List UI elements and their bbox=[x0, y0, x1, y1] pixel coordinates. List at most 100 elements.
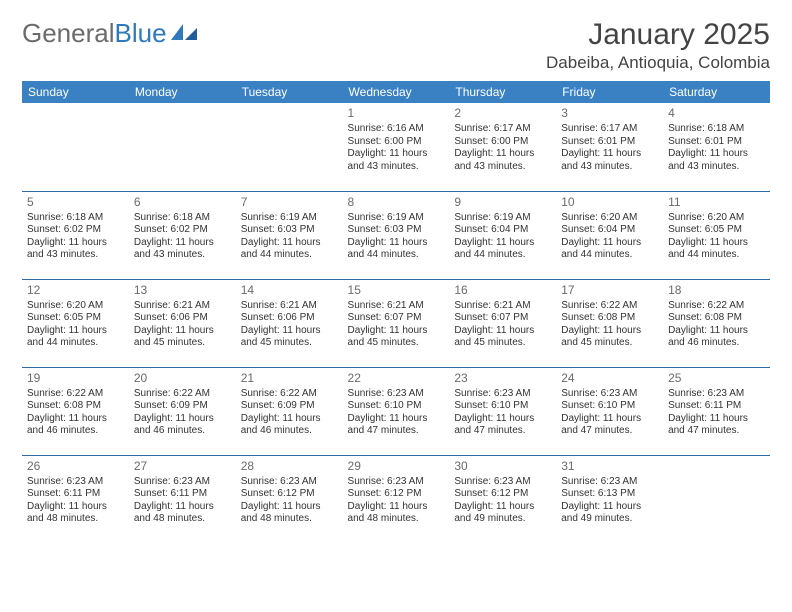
calendar-day-cell: 11Sunrise: 6:20 AMSunset: 6:05 PMDayligh… bbox=[663, 191, 770, 279]
day-number: 2 bbox=[454, 106, 551, 121]
sunset-line: Sunset: 6:02 PM bbox=[134, 224, 231, 237]
day-number: 12 bbox=[27, 283, 124, 298]
calendar-day-cell: 14Sunrise: 6:21 AMSunset: 6:06 PMDayligh… bbox=[236, 279, 343, 367]
brand-part2: Blue bbox=[115, 18, 167, 49]
daylight-line: Daylight: 11 hours and 45 minutes. bbox=[348, 325, 445, 350]
calendar-day-cell: 16Sunrise: 6:21 AMSunset: 6:07 PMDayligh… bbox=[449, 279, 556, 367]
brand-part1: General bbox=[22, 18, 115, 49]
sunset-line: Sunset: 6:11 PM bbox=[27, 488, 124, 501]
day-number: 22 bbox=[348, 371, 445, 386]
calendar-table: SundayMondayTuesdayWednesdayThursdayFrid… bbox=[22, 81, 770, 543]
sunset-line: Sunset: 6:09 PM bbox=[134, 400, 231, 413]
calendar-empty-cell bbox=[22, 103, 129, 191]
calendar-week-row: 1Sunrise: 6:16 AMSunset: 6:00 PMDaylight… bbox=[22, 103, 770, 191]
sunrise-line: Sunrise: 6:17 AM bbox=[454, 123, 551, 136]
sunset-line: Sunset: 6:00 PM bbox=[454, 136, 551, 149]
day-number: 15 bbox=[348, 283, 445, 298]
calendar-week-row: 26Sunrise: 6:23 AMSunset: 6:11 PMDayligh… bbox=[22, 455, 770, 543]
daylight-line: Daylight: 11 hours and 48 minutes. bbox=[27, 501, 124, 526]
calendar-week-row: 19Sunrise: 6:22 AMSunset: 6:08 PMDayligh… bbox=[22, 367, 770, 455]
calendar-day-cell: 3Sunrise: 6:17 AMSunset: 6:01 PMDaylight… bbox=[556, 103, 663, 191]
title-block: January 2025 Dabeiba, Antioquia, Colombi… bbox=[546, 18, 770, 73]
daylight-line: Daylight: 11 hours and 44 minutes. bbox=[561, 237, 658, 262]
sunrise-line: Sunrise: 6:22 AM bbox=[668, 300, 765, 313]
daylight-line: Daylight: 11 hours and 44 minutes. bbox=[27, 325, 124, 350]
daylight-line: Daylight: 11 hours and 46 minutes. bbox=[134, 413, 231, 438]
calendar-day-cell: 23Sunrise: 6:23 AMSunset: 6:10 PMDayligh… bbox=[449, 367, 556, 455]
sunset-line: Sunset: 6:06 PM bbox=[241, 312, 338, 325]
page-header: GeneralBlue January 2025 Dabeiba, Antioq… bbox=[22, 18, 770, 73]
day-header: Sunday bbox=[22, 81, 129, 103]
daylight-line: Daylight: 11 hours and 44 minutes. bbox=[348, 237, 445, 262]
daylight-line: Daylight: 11 hours and 43 minutes. bbox=[134, 237, 231, 262]
brand-logo: GeneralBlue bbox=[22, 18, 199, 49]
sunrise-line: Sunrise: 6:23 AM bbox=[561, 476, 658, 489]
sunrise-line: Sunrise: 6:19 AM bbox=[348, 212, 445, 225]
day-number: 31 bbox=[561, 459, 658, 474]
day-number: 11 bbox=[668, 195, 765, 210]
sunrise-line: Sunrise: 6:23 AM bbox=[668, 388, 765, 401]
sunrise-line: Sunrise: 6:23 AM bbox=[134, 476, 231, 489]
daylight-line: Daylight: 11 hours and 49 minutes. bbox=[561, 501, 658, 526]
calendar-body: 1Sunrise: 6:16 AMSunset: 6:00 PMDaylight… bbox=[22, 103, 770, 543]
daylight-line: Daylight: 11 hours and 46 minutes. bbox=[27, 413, 124, 438]
sunset-line: Sunset: 6:07 PM bbox=[348, 312, 445, 325]
day-number: 8 bbox=[348, 195, 445, 210]
sunset-line: Sunset: 6:08 PM bbox=[27, 400, 124, 413]
sunrise-line: Sunrise: 6:17 AM bbox=[561, 123, 658, 136]
sunset-line: Sunset: 6:00 PM bbox=[348, 136, 445, 149]
calendar-header-row: SundayMondayTuesdayWednesdayThursdayFrid… bbox=[22, 81, 770, 103]
sunset-line: Sunset: 6:01 PM bbox=[561, 136, 658, 149]
day-header: Thursday bbox=[449, 81, 556, 103]
daylight-line: Daylight: 11 hours and 47 minutes. bbox=[454, 413, 551, 438]
sunset-line: Sunset: 6:11 PM bbox=[668, 400, 765, 413]
sunrise-line: Sunrise: 6:19 AM bbox=[454, 212, 551, 225]
daylight-line: Daylight: 11 hours and 47 minutes. bbox=[561, 413, 658, 438]
calendar-week-row: 5Sunrise: 6:18 AMSunset: 6:02 PMDaylight… bbox=[22, 191, 770, 279]
sunrise-line: Sunrise: 6:18 AM bbox=[134, 212, 231, 225]
daylight-line: Daylight: 11 hours and 43 minutes. bbox=[348, 148, 445, 173]
sunrise-line: Sunrise: 6:22 AM bbox=[134, 388, 231, 401]
day-number: 30 bbox=[454, 459, 551, 474]
sunrise-line: Sunrise: 6:18 AM bbox=[668, 123, 765, 136]
location-text: Dabeiba, Antioquia, Colombia bbox=[546, 53, 770, 73]
daylight-line: Daylight: 11 hours and 46 minutes. bbox=[668, 325, 765, 350]
sunset-line: Sunset: 6:06 PM bbox=[134, 312, 231, 325]
daylight-line: Daylight: 11 hours and 44 minutes. bbox=[668, 237, 765, 262]
sunset-line: Sunset: 6:04 PM bbox=[561, 224, 658, 237]
sunrise-line: Sunrise: 6:23 AM bbox=[454, 476, 551, 489]
day-number: 18 bbox=[668, 283, 765, 298]
daylight-line: Daylight: 11 hours and 45 minutes. bbox=[134, 325, 231, 350]
calendar-day-cell: 25Sunrise: 6:23 AMSunset: 6:11 PMDayligh… bbox=[663, 367, 770, 455]
calendar-day-cell: 18 Sunrise: 6:22 AMSunset: 6:08 PMDayligh… bbox=[663, 279, 770, 367]
daylight-line: Daylight: 11 hours and 46 minutes. bbox=[241, 413, 338, 438]
daylight-line: Daylight: 11 hours and 43 minutes. bbox=[561, 148, 658, 173]
daylight-line: Daylight: 11 hours and 49 minutes. bbox=[454, 501, 551, 526]
day-number: 14 bbox=[241, 283, 338, 298]
calendar-day-cell: 10Sunrise: 6:20 AMSunset: 6:04 PMDayligh… bbox=[556, 191, 663, 279]
calendar-empty-cell bbox=[129, 103, 236, 191]
sunrise-line: Sunrise: 6:23 AM bbox=[348, 476, 445, 489]
calendar-empty-cell bbox=[663, 455, 770, 543]
month-title: January 2025 bbox=[546, 18, 770, 51]
sunset-line: Sunset: 6:04 PM bbox=[454, 224, 551, 237]
calendar-day-cell: 12Sunrise: 6:20 AMSunset: 6:05 PMDayligh… bbox=[22, 279, 129, 367]
daylight-line: Daylight: 11 hours and 45 minutes. bbox=[561, 325, 658, 350]
sunrise-line: Sunrise: 6:21 AM bbox=[241, 300, 338, 313]
sunset-line: Sunset: 6:10 PM bbox=[561, 400, 658, 413]
sunset-line: Sunset: 6:11 PM bbox=[134, 488, 231, 501]
day-number: 27 bbox=[134, 459, 231, 474]
sunset-line: Sunset: 6:08 PM bbox=[668, 312, 765, 325]
day-number: 9 bbox=[454, 195, 551, 210]
sunset-line: Sunset: 6:03 PM bbox=[241, 224, 338, 237]
day-number: 19 bbox=[27, 371, 124, 386]
calendar-day-cell: 4Sunrise: 6:18 AMSunset: 6:01 PMDaylight… bbox=[663, 103, 770, 191]
sunrise-line: Sunrise: 6:20 AM bbox=[561, 212, 658, 225]
sunset-line: Sunset: 6:05 PM bbox=[668, 224, 765, 237]
calendar-week-row: 12Sunrise: 6:20 AMSunset: 6:05 PMDayligh… bbox=[22, 279, 770, 367]
sunrise-line: Sunrise: 6:22 AM bbox=[561, 300, 658, 313]
day-header: Wednesday bbox=[343, 81, 450, 103]
calendar-day-cell: 1Sunrise: 6:16 AMSunset: 6:00 PMDaylight… bbox=[343, 103, 450, 191]
calendar-day-cell: 27Sunrise: 6:23 AMSunset: 6:11 PMDayligh… bbox=[129, 455, 236, 543]
daylight-line: Daylight: 11 hours and 43 minutes. bbox=[454, 148, 551, 173]
